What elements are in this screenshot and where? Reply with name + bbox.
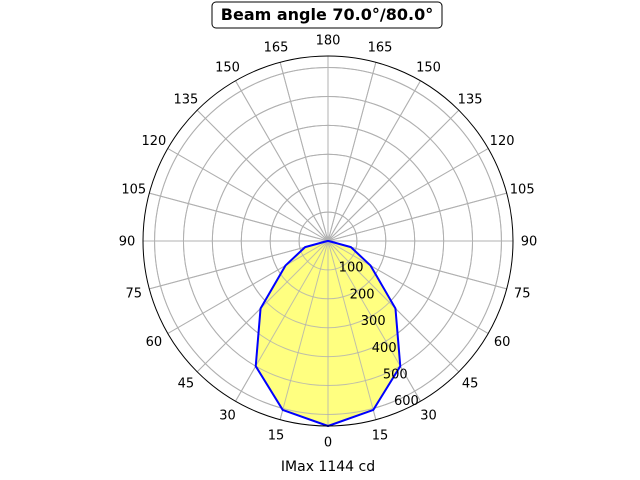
angle-tick-label: 150 <box>215 60 240 75</box>
angle-tick-label: 75 <box>126 287 143 302</box>
angular-grid-overlay <box>279 240 329 420</box>
angular-grid-overlay <box>149 192 329 242</box>
angular-grid-overlay <box>327 240 421 402</box>
angle-tick-label: 165 <box>264 40 289 55</box>
angular-grid-overlay <box>167 148 329 242</box>
radial-tick-labels: 100 200 300 400 500 600 <box>339 261 419 410</box>
angular-grid-overlay <box>235 240 329 402</box>
angle-tick-label: 60 <box>494 335 511 350</box>
angular-grid-overlay <box>327 192 507 242</box>
radial-tick-label: 500 <box>383 368 408 383</box>
radial-tick-label: 600 <box>394 394 419 409</box>
angle-tick-label: 0 <box>324 436 332 451</box>
polar-frame <box>142 55 514 427</box>
angle-tick-label: 105 <box>121 183 146 198</box>
radial-tick-label: 400 <box>372 341 397 356</box>
angular-grid-overlay <box>279 62 329 242</box>
angle-tick-label: 120 <box>141 134 166 149</box>
angular-grid-overlay <box>327 240 507 290</box>
chart-title-box: Beam angle 70.0°/80.0° <box>211 1 443 29</box>
angle-tick-label: 45 <box>462 377 479 392</box>
angular-grid-overlay <box>327 240 489 334</box>
radial-tick-label: 200 <box>350 287 375 302</box>
angle-tick-label: 150 <box>416 60 441 75</box>
radial-tick-label: 300 <box>361 314 386 329</box>
angular-grid-overlay <box>235 80 329 242</box>
angle-tick-label: 135 <box>458 92 483 107</box>
angle-tick-label: 15 <box>372 429 389 444</box>
angular-grid-overlay <box>149 240 329 290</box>
angle-tick-label: 60 <box>146 335 163 350</box>
angle-tick-label: 30 <box>420 409 437 424</box>
angular-grid-overlay <box>196 109 329 242</box>
angular-grid-overlay <box>327 80 421 242</box>
angle-tick-label: 30 <box>219 409 236 424</box>
angle-tick-label: 165 <box>368 40 393 55</box>
angular-grid-overlay <box>167 240 329 334</box>
angle-tick-label: 180 <box>316 34 341 49</box>
angle-tick-label: 75 <box>514 287 531 302</box>
angle-tick-label: 135 <box>173 92 198 107</box>
angular-grid-overlay <box>327 240 377 420</box>
angle-tick-label: 45 <box>178 377 195 392</box>
x-axis-label: IMax 1144 cd <box>281 459 375 475</box>
angle-tick-label: 120 <box>490 134 515 149</box>
chart-title: Beam angle 70.0°/80.0° <box>221 5 433 24</box>
angular-grid-overlay <box>327 109 460 242</box>
angle-tick-label: 90 <box>521 235 538 250</box>
angle-tick-label: 15 <box>268 429 285 444</box>
angle-tick-label: 105 <box>510 183 535 198</box>
series-line <box>254 240 402 427</box>
angular-grid-overlay <box>327 62 377 242</box>
angular-grid-overlay <box>327 148 489 242</box>
radial-tick-label: 100 <box>339 261 364 276</box>
series-layer <box>142 55 514 427</box>
angle-tick-label: 90 <box>119 235 136 250</box>
angle-tick-labels: 0 15 30 45 60 75 90 105 120 135 150 165 180 165 150 135… <box>119 34 538 451</box>
